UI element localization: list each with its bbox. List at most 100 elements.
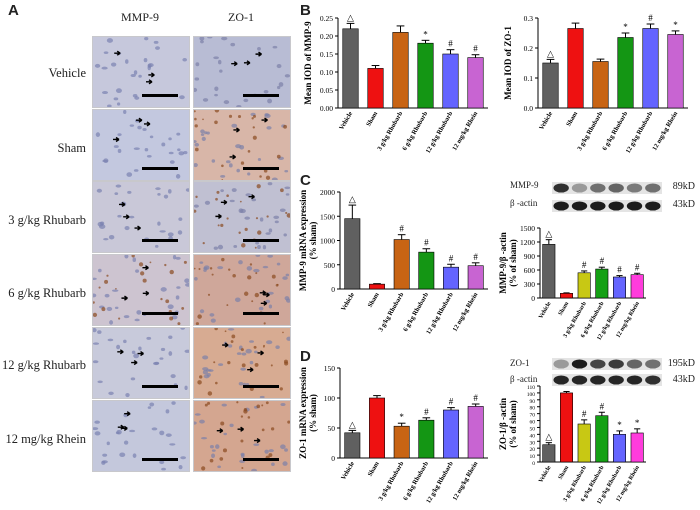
- bar: [595, 415, 609, 463]
- y-tick-label: 150: [324, 364, 336, 373]
- significance-marker: #: [448, 39, 453, 49]
- y-tick-label: 10: [530, 454, 536, 460]
- blot-band: [626, 375, 643, 385]
- bar: [642, 28, 659, 109]
- blot-band: [553, 375, 569, 385]
- micrograph-tile: [193, 400, 291, 472]
- y-axis-label: ZO-1/β -actin: [498, 398, 508, 450]
- x-tick-label: 6 g/kg Rhubarb: [601, 110, 629, 152]
- y-tick-label: 0: [331, 454, 335, 463]
- scale-bar: [243, 385, 279, 388]
- scale-bar: [142, 458, 178, 461]
- micrograph-tile: [193, 181, 291, 253]
- scale-bar: [243, 458, 279, 461]
- blot-c-bottom-kd: 43kD: [672, 199, 695, 210]
- x-tick-label: Sham: [367, 291, 381, 309]
- bar: [418, 419, 435, 459]
- blot-band: [608, 183, 624, 193]
- bar: [630, 274, 644, 299]
- y-axis-label: MMP-9 mRNA expression: [298, 190, 308, 291]
- blot-band: [626, 359, 643, 369]
- blot-band: [608, 359, 624, 369]
- blot-band: [608, 201, 624, 211]
- significance-marker: △: [547, 48, 554, 58]
- significance-marker: △: [347, 12, 354, 22]
- y-tick-label: 0.2: [524, 44, 534, 53]
- y-axis-label: (% sham): [308, 394, 318, 432]
- significance-marker: #: [600, 256, 605, 266]
- bar: [443, 409, 459, 459]
- x-tick-label: 3 g/kg Rhubarb: [576, 110, 604, 152]
- blot-band: [590, 375, 606, 385]
- significance-marker: #: [635, 262, 640, 272]
- y-axis-label: (% of sham): [508, 239, 518, 287]
- x-tick-label: 12 mg/kg Rhein: [451, 110, 479, 152]
- y-tick-label: 600: [524, 266, 536, 275]
- x-tick-label: Vehicle: [538, 465, 553, 484]
- blot-band: [645, 201, 661, 211]
- panel-letter-c: C: [300, 172, 311, 189]
- x-tick-label: Vehicle: [338, 110, 354, 131]
- significance-marker: *: [617, 420, 622, 430]
- bar: [393, 425, 410, 459]
- micrograph-tile: [92, 36, 190, 108]
- significance-marker: #: [617, 265, 622, 275]
- y-tick-label: 0: [331, 285, 335, 294]
- bar: [630, 432, 644, 463]
- blot-band: [590, 359, 606, 369]
- y-tick-label: 0.05: [320, 86, 333, 95]
- row-label-6g: 6 g/kg Rhubarb: [8, 286, 86, 300]
- x-tick-label: Vehicle: [538, 301, 553, 320]
- x-tick-label: 12 g/kg Rhubarb: [625, 110, 655, 155]
- x-tick-label: Sham: [367, 460, 381, 478]
- x-tick-label: 12 mg/kg Rhein: [451, 291, 479, 333]
- row-label-12g: 12 g/kg Rhubarb: [1, 358, 86, 372]
- significance-marker: #: [399, 224, 404, 234]
- y-tick-label: 80: [530, 406, 536, 412]
- scale-bar: [142, 312, 178, 315]
- y-tick-label: 300: [524, 280, 536, 289]
- scale-bar: [142, 385, 178, 388]
- y-tick-label: 500: [324, 261, 336, 270]
- bar: [442, 53, 459, 109]
- bar: [344, 432, 361, 459]
- scale-bar: [142, 94, 178, 97]
- y-axis-label: MMP-9/β -actin: [498, 232, 508, 293]
- significance-marker: #: [424, 238, 429, 248]
- y-tick-label: 0: [532, 461, 535, 467]
- x-tick-label: 12 g/kg Rhubarb: [425, 110, 455, 155]
- y-tick-label: 1500: [320, 212, 335, 221]
- significance-marker: *: [423, 29, 428, 39]
- bar: [613, 276, 626, 299]
- micrograph-tile: [193, 327, 291, 399]
- blot-band: [590, 183, 606, 193]
- y-axis-label: (% of sham): [508, 400, 518, 448]
- micrograph-tile: [92, 109, 190, 181]
- bar: [367, 68, 384, 109]
- y-tick-label: 40: [530, 433, 536, 439]
- blot-band: [645, 359, 661, 369]
- x-tick-label: 3 g/kg Rhubarb: [377, 460, 405, 502]
- blot-band: [626, 183, 643, 193]
- y-tick-label: 1500: [520, 224, 535, 233]
- y-tick-label: 0.0: [524, 104, 534, 113]
- y-tick-label: 0.20: [320, 32, 333, 41]
- y-tick-label: 100: [527, 392, 536, 398]
- x-tick-label: Sham: [565, 110, 579, 128]
- y-axis-label: Mean IOD of MMP-9: [303, 21, 313, 105]
- micrograph-tile: [193, 109, 291, 181]
- bar: [467, 406, 484, 459]
- y-tick-label: 1000: [320, 237, 335, 246]
- bar: [577, 272, 591, 299]
- significance-marker: #: [473, 393, 478, 403]
- bar: [342, 28, 359, 109]
- significance-marker: #: [582, 409, 587, 419]
- blot-band: [608, 375, 624, 385]
- bar: [542, 62, 559, 109]
- column-header-zo1: ZO-1: [228, 10, 254, 24]
- bar: [542, 444, 556, 463]
- bar: [467, 265, 484, 290]
- bar: [417, 42, 434, 109]
- y-tick-label: 50: [328, 424, 336, 433]
- x-tick-label: 6 g/kg Rhubarb: [402, 460, 430, 502]
